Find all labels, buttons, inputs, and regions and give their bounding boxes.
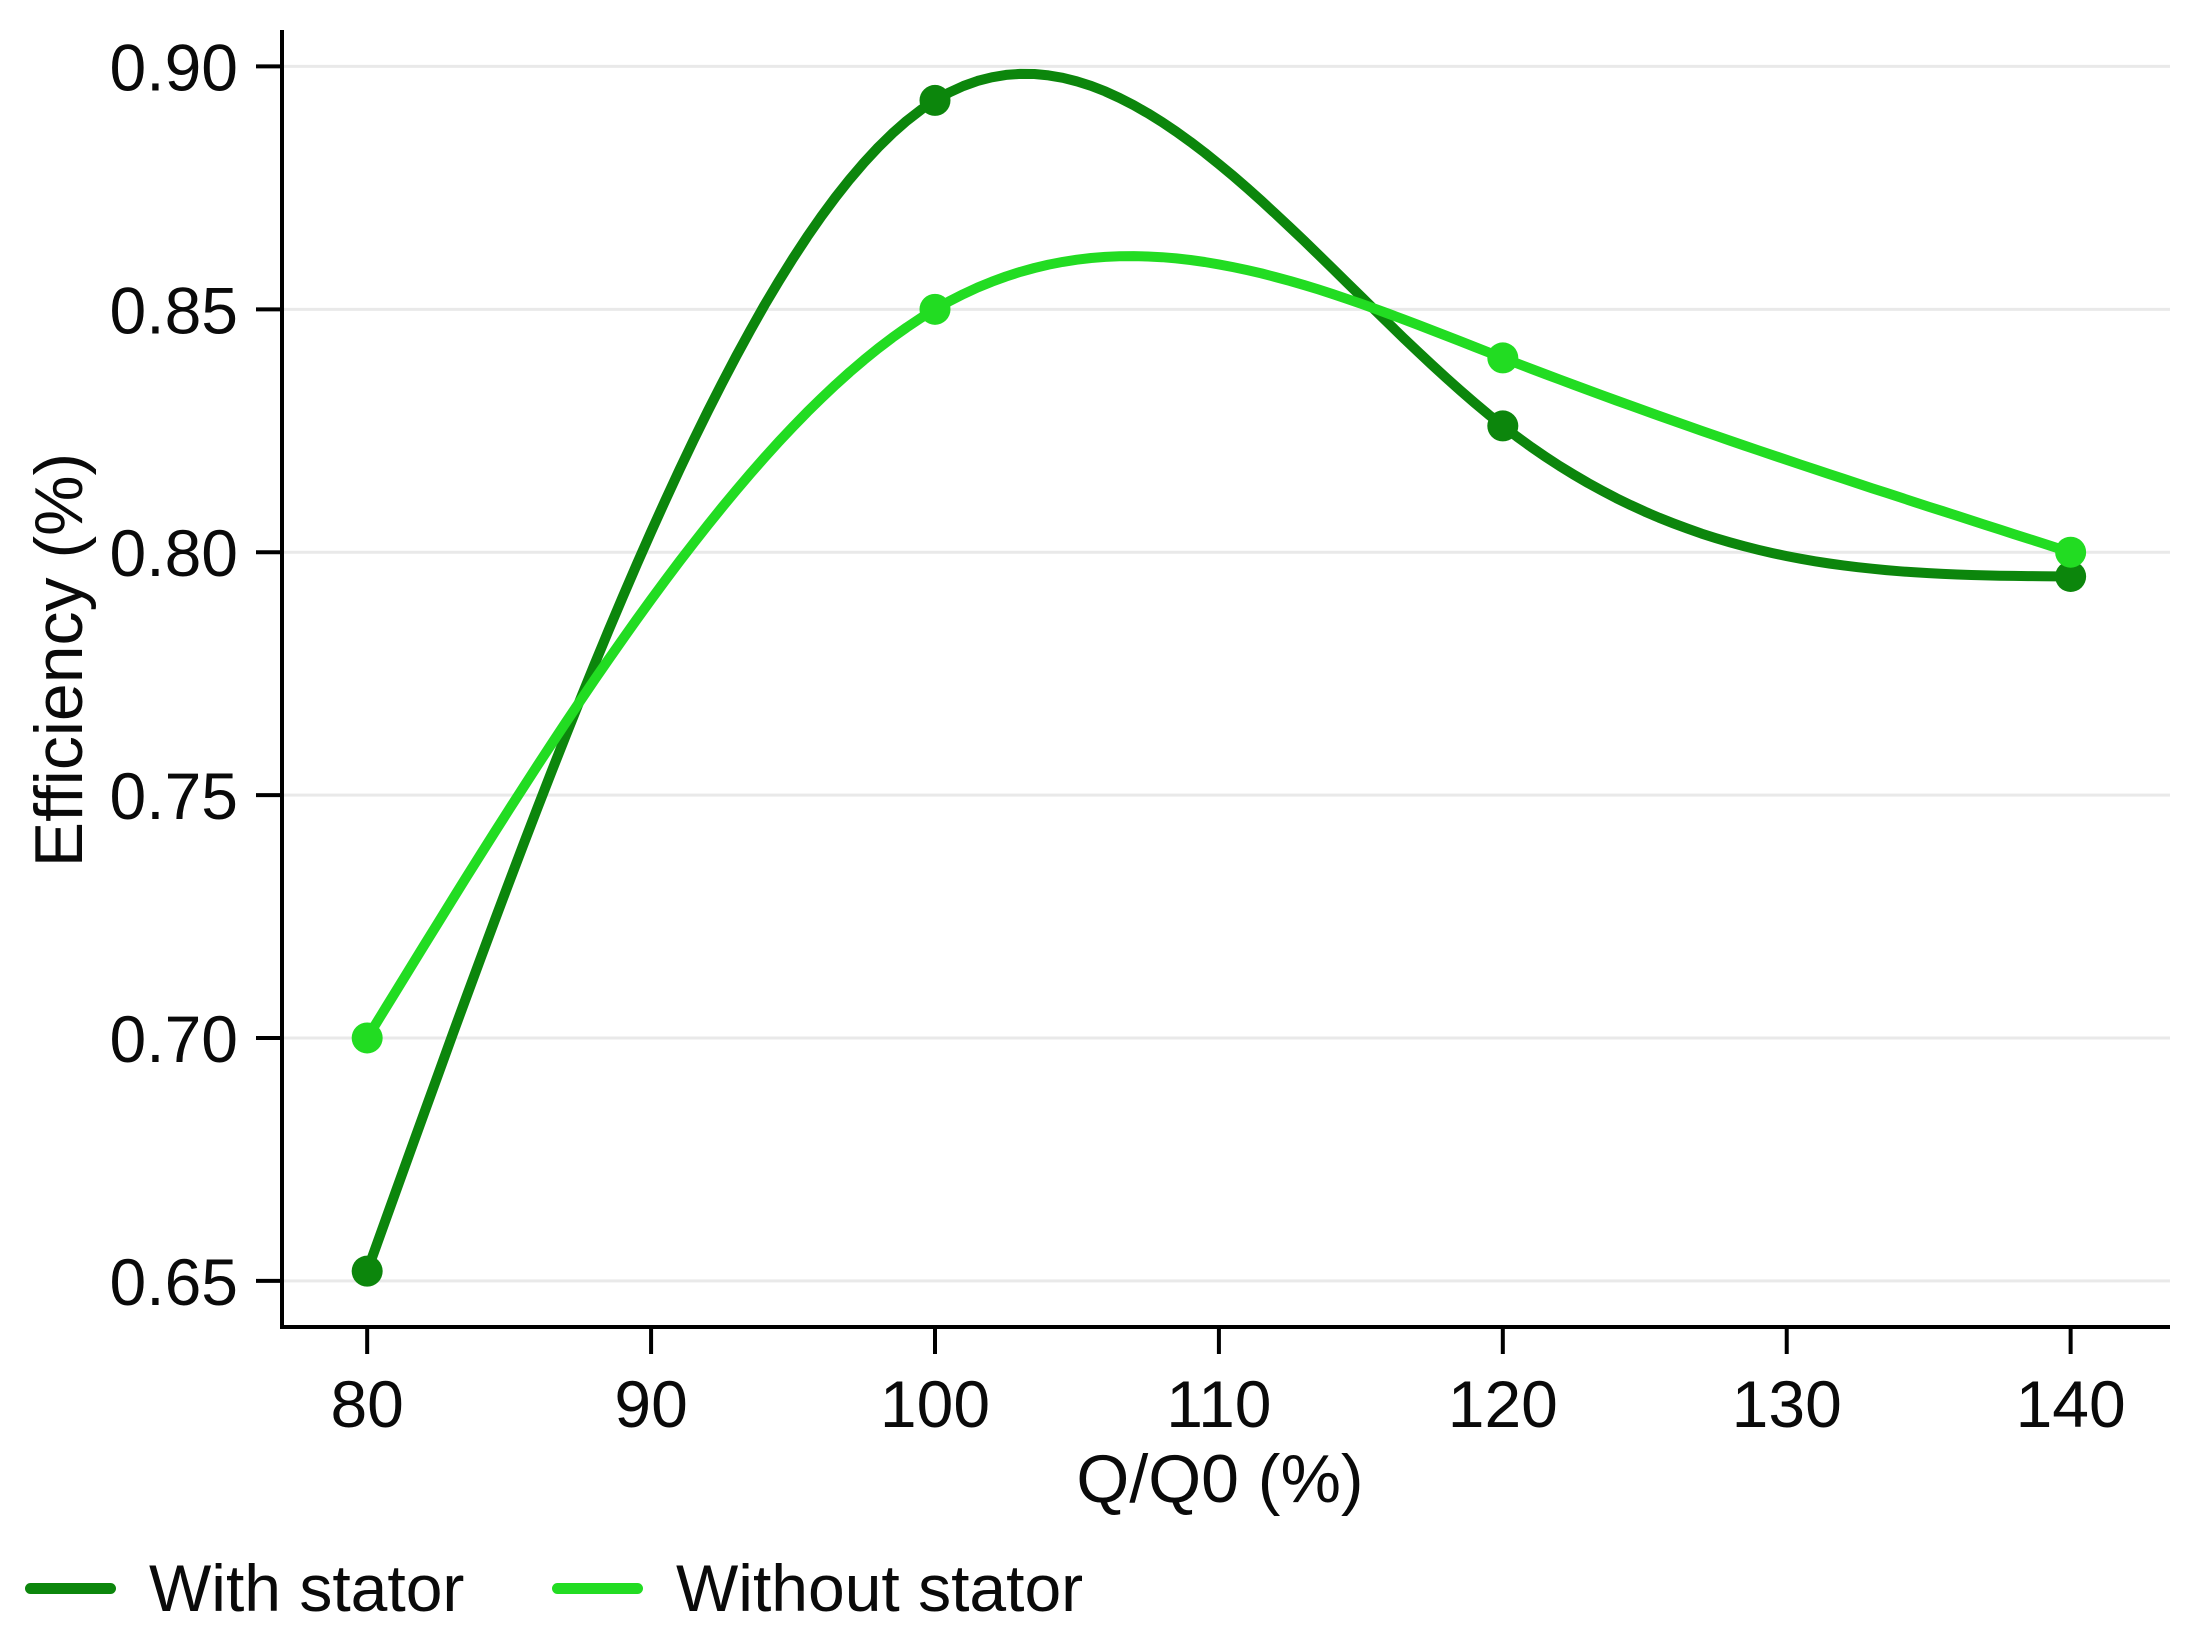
y-tick-label: 0.90 (110, 30, 238, 104)
y-tick-label: 0.65 (110, 1245, 238, 1319)
y-tick-label: 0.75 (110, 759, 238, 833)
legend-item-with-stator: With stator (25, 1545, 464, 1631)
x-tick-label: 80 (330, 1367, 403, 1441)
legend-swatch-without-stator (552, 1582, 643, 1594)
data-point-without-stator (2055, 536, 2087, 568)
series-line-with-stator (362, 68, 2076, 1277)
data-point-without-stator (351, 1022, 383, 1054)
data-point-without-stator (1487, 342, 1519, 374)
y-axis-title: Efficiency (%) (21, 453, 97, 867)
plot-area: 0.65 0.70 0.75 0.80 0.85 0.90 80 90 100 110 120 130… (21, 30, 2170, 1517)
x-tick-label: 90 (614, 1367, 687, 1441)
data-point-with-stator (2055, 560, 2087, 592)
legend-item-without-stator: Without stator (552, 1545, 1083, 1631)
x-tick-label: 140 (2016, 1367, 2126, 1441)
series-line-without-stator (362, 251, 2076, 1043)
data-point-with-stator (351, 1255, 383, 1287)
legend-swatch-with-stator (25, 1582, 116, 1594)
y-tick-label: 0.85 (110, 273, 238, 347)
legend-label-without-stator: Without stator (676, 1551, 1084, 1625)
x-axis-title: Q/Q0 (%) (1076, 1441, 1363, 1517)
data-point-without-stator (919, 293, 951, 325)
x-tick-label: 120 (1448, 1367, 1558, 1441)
x-tick-label: 110 (1166, 1367, 1271, 1441)
legend-label-with-stator: With stator (149, 1551, 465, 1625)
x-tick-label: 100 (880, 1367, 990, 1441)
data-point-with-stator (919, 84, 951, 116)
y-tick-label: 0.80 (110, 516, 238, 590)
data-point-with-stator (1487, 410, 1519, 442)
x-tick-label: 130 (1732, 1367, 1842, 1441)
legend: With stator Without stator (0, 1545, 2186, 1635)
y-tick-label: 0.70 (110, 1002, 238, 1076)
